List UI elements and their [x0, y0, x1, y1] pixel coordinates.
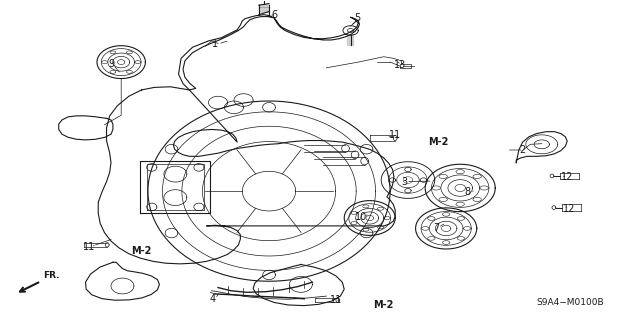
Text: 2: 2: [520, 145, 526, 155]
Text: 7: 7: [433, 223, 439, 234]
Text: 8: 8: [465, 187, 471, 197]
Text: 11: 11: [389, 130, 401, 140]
Bar: [399, 64, 411, 68]
Text: 11: 11: [330, 295, 342, 305]
Text: M-2: M-2: [131, 246, 152, 256]
Text: 3: 3: [401, 177, 407, 187]
Text: 9: 9: [108, 59, 114, 69]
Text: 13: 13: [394, 60, 406, 70]
Text: 6: 6: [271, 10, 277, 20]
Text: 5: 5: [354, 13, 360, 24]
Text: 1: 1: [212, 39, 218, 49]
Text: 12: 12: [563, 204, 575, 214]
Text: 10: 10: [355, 212, 367, 222]
Text: 4: 4: [210, 294, 216, 304]
Text: M-2: M-2: [428, 137, 448, 147]
Text: FR.: FR.: [43, 271, 60, 280]
Text: 11: 11: [83, 242, 95, 252]
Text: S9A4−M0100B: S9A4−M0100B: [536, 298, 604, 307]
Text: 12: 12: [561, 172, 573, 182]
Text: M-2: M-2: [374, 300, 394, 310]
